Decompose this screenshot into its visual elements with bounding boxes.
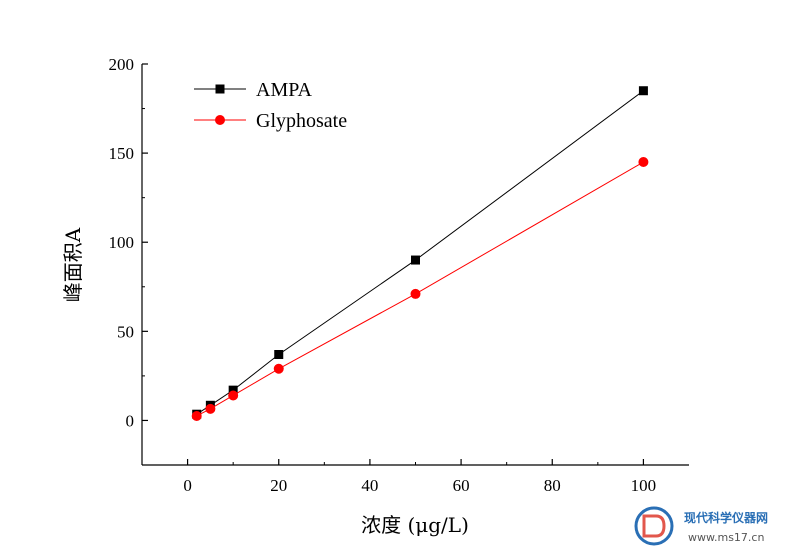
legend-marker-glyphosate <box>215 115 225 125</box>
data-point-ampa <box>411 255 420 265</box>
x-tick-label: 0 <box>183 476 192 495</box>
y-tick-label: 200 <box>109 55 135 74</box>
y-axis-title: 峰面积A <box>61 227 85 302</box>
watermark: 现代科学仪器网 www.ms17.cn <box>634 506 768 546</box>
data-point-ampa <box>638 86 648 96</box>
watermark-logo-icon <box>634 506 674 546</box>
watermark-url: www.ms17.cn <box>688 531 764 544</box>
data-point-glyphosate <box>228 390 239 401</box>
x-ticks: 0 20 40 60 80 100 <box>183 459 656 495</box>
x-axis-title: 浓度 (μg/L) <box>361 513 469 537</box>
legend-label-ampa: AMPA <box>256 79 313 101</box>
y-tick-label: 100 <box>109 233 135 252</box>
legend-label-glyphosate: Glyphosate <box>256 110 347 132</box>
data-point-glyphosate <box>191 410 202 421</box>
series-line-ampa <box>196 90 644 415</box>
x-tick-label: 80 <box>544 476 561 495</box>
x-tick-label: 40 <box>361 476 378 495</box>
data-point-ampa <box>274 350 284 360</box>
x-tick-label: 20 <box>270 476 287 495</box>
legend: AMPA Glyphosate <box>194 79 347 132</box>
data-point-glyphosate <box>205 403 216 414</box>
data-point-glyphosate <box>638 157 649 168</box>
x-tick-label: 60 <box>453 476 470 495</box>
series-line-glyphosate <box>196 161 644 417</box>
watermark-name: 现代科学仪器网 <box>684 510 768 525</box>
legend-marker-ampa <box>215 84 225 94</box>
x-tick-label: 100 <box>631 476 657 495</box>
y-tick-label: 50 <box>117 322 134 341</box>
data-point-glyphosate <box>410 288 421 299</box>
plot-area: 0 50 100 150 200 0 20 40 60 80 100 <box>109 55 689 495</box>
y-tick-label: 150 <box>109 144 135 163</box>
y-tick-label: 0 <box>126 411 135 430</box>
y-ticks: 0 50 100 150 200 <box>109 55 148 430</box>
data-point-glyphosate <box>273 363 284 374</box>
data-point-ampa <box>228 385 238 395</box>
series-layer <box>191 86 649 421</box>
